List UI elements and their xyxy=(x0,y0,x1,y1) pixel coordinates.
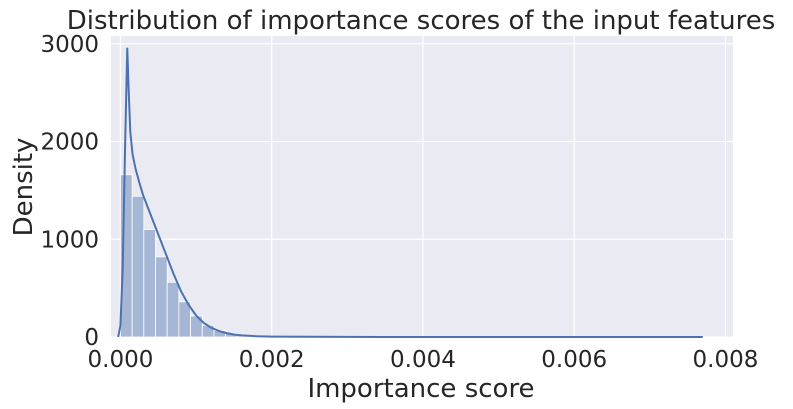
histogram-bar xyxy=(143,229,156,338)
plot-area xyxy=(111,36,733,337)
y-tick-label: 3000 xyxy=(40,32,99,58)
y-tick-label: 0 xyxy=(84,325,99,351)
histogram-bar xyxy=(201,324,215,338)
x-tick-label: 0.008 xyxy=(693,347,759,373)
histogram-bars xyxy=(120,174,706,338)
histogram-bar xyxy=(178,301,191,338)
histogram-bar xyxy=(155,256,168,338)
y-tick-label: 1000 xyxy=(40,227,99,253)
x-tick-label: 0.006 xyxy=(541,347,607,373)
histogram-bar xyxy=(166,281,180,338)
y-axis-label: Density xyxy=(9,138,39,237)
x-tick-label: 0.000 xyxy=(88,347,154,373)
x-tick-labels: 0.000 0.002 0.004 0.006 0.008 xyxy=(88,347,759,373)
y-tick-label: 2000 xyxy=(40,130,99,156)
kde-line xyxy=(117,47,703,338)
x-axis-label: Importance score xyxy=(307,374,534,404)
x-tick-label: 0.004 xyxy=(390,347,456,373)
x-tick-label: 0.002 xyxy=(239,347,305,373)
y-tick-labels: 0 1000 2000 3000 xyxy=(40,32,99,351)
chart-title: Distribution of importance scores of the… xyxy=(67,6,776,36)
histogram-bar xyxy=(131,195,145,338)
